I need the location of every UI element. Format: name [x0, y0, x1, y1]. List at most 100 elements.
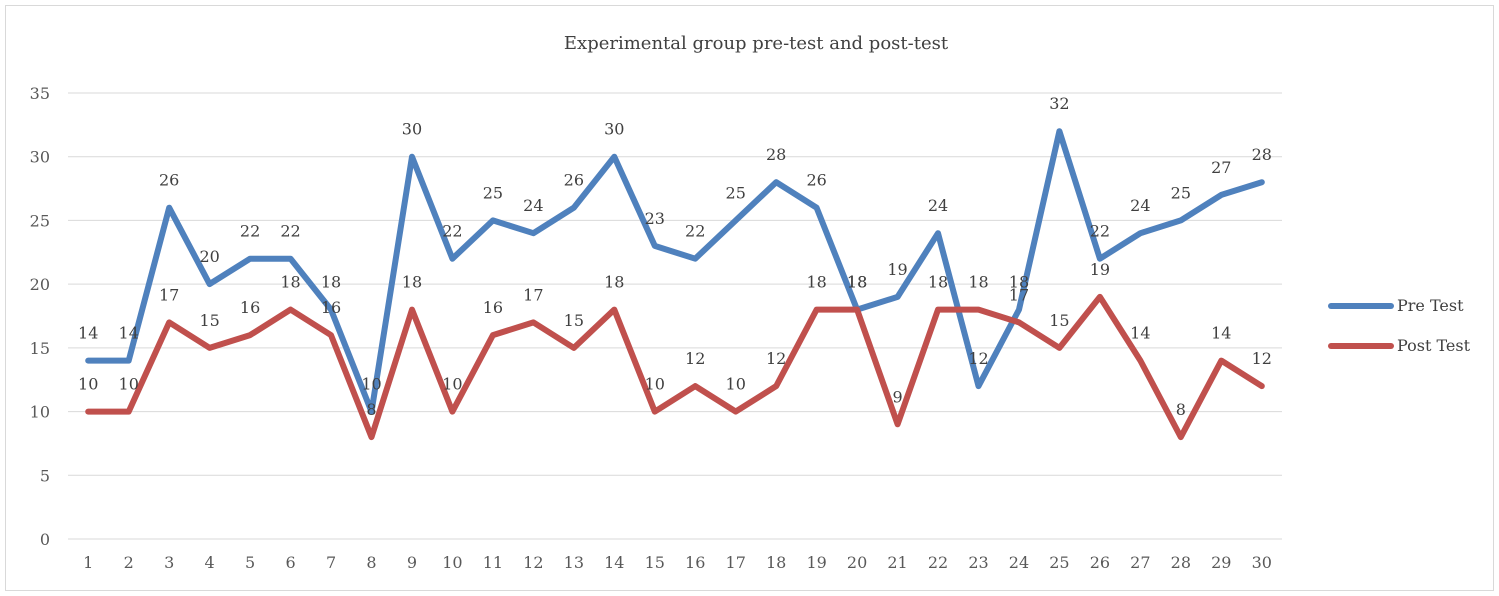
x-tick-label: 3 [164, 553, 174, 572]
data-label: 10 [442, 375, 462, 394]
data-label: 25 [726, 183, 746, 202]
data-label: 26 [806, 171, 826, 190]
x-tick-label: 28 [1171, 553, 1191, 572]
data-label: 26 [159, 171, 179, 190]
data-label: 18 [280, 273, 300, 292]
data-label: 10 [645, 375, 665, 394]
data-label: 17 [159, 285, 179, 304]
data-label: 9 [892, 387, 902, 406]
data-labels: 14 14 26 20 22 22 18 10 30 22 25 24 26 30 23 22 25 28 26 18… [78, 94, 1272, 419]
data-label: 20 [199, 247, 219, 266]
data-label: 15 [1049, 311, 1069, 330]
x-tick-label: 23 [968, 553, 988, 572]
data-label: 22 [442, 222, 462, 241]
data-label: 18 [968, 273, 988, 292]
x-tick-label: 6 [285, 553, 295, 572]
x-tick-label: 9 [407, 553, 417, 572]
data-label: 16 [240, 298, 260, 317]
data-label: 18 [402, 273, 422, 292]
data-label: 32 [1049, 94, 1069, 113]
data-label: 30 [402, 120, 422, 139]
y-tick-label: 10 [30, 403, 50, 422]
x-tick-label: 5 [245, 553, 255, 572]
x-tick-label: 30 [1252, 553, 1272, 572]
y-tick-label: 20 [30, 275, 50, 294]
data-label: 10 [361, 375, 381, 394]
data-label: 23 [645, 209, 665, 228]
x-tick-label: 15 [645, 553, 665, 572]
x-tick-label: 8 [366, 553, 376, 572]
data-label: 30 [604, 120, 624, 139]
x-tick-label: 17 [726, 553, 746, 572]
data-label: 17 [523, 285, 543, 304]
data-label: 18 [847, 273, 867, 292]
x-tick-label: 12 [523, 553, 543, 572]
data-label: 18 [928, 273, 948, 292]
data-label: 28 [766, 145, 786, 164]
x-tick-label: 20 [847, 553, 867, 572]
x-tick-label: 18 [766, 553, 786, 572]
y-tick-label: 15 [30, 339, 50, 358]
series-line-pre-test [85, 128, 1265, 415]
chart-frame [5, 5, 1494, 591]
x-tick-label: 11 [483, 553, 503, 572]
x-tick-label: 25 [1049, 553, 1069, 572]
x-axis-tick-labels: 1 2 3 4 5 6 7 8 9 10 11 12 13 14 15 16 17 18 19 20 21 22 23 24 2… [83, 553, 1272, 572]
x-tick-label: 22 [928, 553, 948, 572]
data-label: 18 [806, 273, 826, 292]
y-tick-label: 5 [40, 466, 50, 485]
legend: Pre Test Post Test [1328, 296, 1471, 355]
x-tick-label: 16 [685, 553, 705, 572]
chart-title: Experimental group pre-test and post-tes… [564, 33, 949, 54]
x-tick-label: 27 [1130, 553, 1150, 572]
data-label: 24 [928, 196, 948, 215]
data-label: 14 [1211, 324, 1231, 343]
x-tick-label: 1 [83, 553, 93, 572]
data-label: 25 [483, 183, 503, 202]
y-tick-label: 25 [30, 211, 50, 230]
x-tick-label: 7 [326, 553, 336, 572]
data-label: 8 [1176, 400, 1186, 419]
x-tick-label: 29 [1211, 553, 1231, 572]
data-label: 12 [968, 349, 988, 368]
y-tick-label: 30 [30, 148, 50, 167]
x-tick-label: 26 [1090, 553, 1110, 572]
data-label: 12 [685, 349, 705, 368]
data-label: 10 [119, 375, 139, 394]
y-tick-label: 35 [30, 84, 50, 103]
series-lines [85, 128, 1265, 441]
data-label: 14 [78, 324, 98, 343]
data-label: 15 [564, 311, 584, 330]
data-label: 19 [887, 260, 907, 279]
x-tick-label: 21 [887, 553, 907, 572]
data-label: 16 [321, 298, 341, 317]
data-label: 17 [1009, 285, 1029, 304]
data-label: 26 [564, 171, 584, 190]
data-label: 12 [1252, 349, 1272, 368]
data-label: 18 [847, 273, 867, 292]
data-label: 24 [523, 196, 543, 215]
data-label: 19 [1090, 260, 1110, 279]
data-label: 12 [766, 349, 786, 368]
y-axis-tick-labels: 0 5 10 15 20 25 30 35 [30, 84, 50, 549]
data-label: 27 [1211, 158, 1231, 177]
data-label: 25 [1171, 183, 1191, 202]
data-label: 8 [366, 400, 376, 419]
data-label: 15 [199, 311, 219, 330]
x-tick-label: 14 [604, 553, 624, 572]
y-tick-label: 0 [40, 530, 50, 549]
gridlines [68, 92, 1282, 540]
x-tick-label: 4 [205, 553, 215, 572]
data-label: 14 [1130, 324, 1150, 343]
legend-label: Pre Test [1397, 296, 1464, 315]
x-tick-label: 24 [1009, 553, 1029, 572]
data-label: 10 [78, 375, 98, 394]
data-label: 22 [240, 222, 260, 241]
x-tick-label: 13 [564, 553, 584, 572]
data-label: 28 [1252, 145, 1272, 164]
legend-label: Post Test [1397, 336, 1471, 355]
data-label: 14 [119, 324, 139, 343]
data-label: 22 [685, 222, 705, 241]
series-line-post-test [85, 293, 1265, 441]
